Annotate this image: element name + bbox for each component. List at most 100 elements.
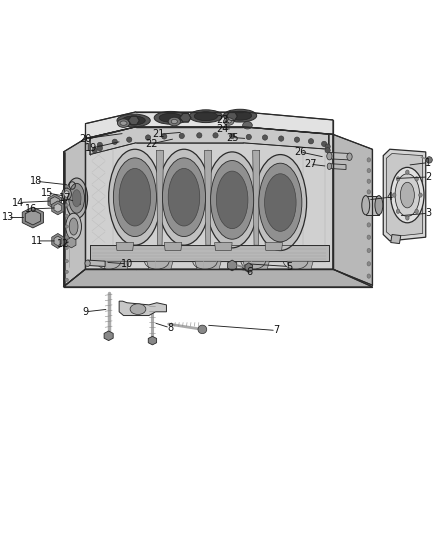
Text: 26: 26 [294, 147, 306, 157]
Text: 16: 16 [25, 204, 38, 214]
Text: 2: 2 [425, 172, 431, 182]
Text: 7: 7 [273, 326, 279, 335]
Ellipse shape [66, 178, 88, 219]
Ellipse shape [69, 183, 85, 213]
Ellipse shape [168, 117, 180, 126]
Ellipse shape [65, 278, 68, 281]
Ellipse shape [65, 185, 68, 188]
Ellipse shape [294, 137, 300, 142]
Ellipse shape [367, 262, 371, 266]
Polygon shape [386, 154, 423, 237]
Ellipse shape [367, 223, 371, 227]
Polygon shape [287, 261, 313, 269]
Polygon shape [85, 112, 333, 139]
Ellipse shape [127, 137, 132, 142]
Text: 15: 15 [41, 188, 53, 198]
Ellipse shape [375, 196, 383, 215]
Ellipse shape [66, 213, 81, 240]
Ellipse shape [72, 190, 81, 207]
Ellipse shape [262, 135, 268, 140]
Text: 12: 12 [57, 239, 70, 249]
Polygon shape [90, 127, 328, 155]
Polygon shape [22, 207, 43, 228]
Ellipse shape [194, 112, 218, 120]
Ellipse shape [396, 177, 400, 181]
Ellipse shape [327, 152, 332, 160]
Polygon shape [148, 336, 157, 345]
Text: 17: 17 [59, 193, 71, 203]
Ellipse shape [419, 193, 422, 197]
Polygon shape [156, 150, 163, 245]
Ellipse shape [216, 171, 248, 229]
Ellipse shape [228, 111, 252, 120]
Polygon shape [228, 260, 237, 271]
Ellipse shape [259, 163, 302, 242]
Ellipse shape [362, 196, 370, 215]
Polygon shape [215, 243, 232, 251]
Ellipse shape [325, 148, 330, 153]
Ellipse shape [197, 133, 202, 138]
Ellipse shape [117, 114, 150, 127]
Ellipse shape [406, 216, 409, 220]
Ellipse shape [367, 168, 371, 173]
Polygon shape [116, 243, 134, 251]
Ellipse shape [198, 325, 207, 334]
Ellipse shape [162, 134, 167, 139]
Text: 4: 4 [387, 192, 393, 202]
Ellipse shape [367, 179, 371, 183]
Ellipse shape [367, 274, 371, 278]
Polygon shape [54, 204, 62, 212]
Polygon shape [329, 164, 346, 169]
Ellipse shape [97, 142, 102, 148]
Text: 18: 18 [30, 176, 42, 186]
Ellipse shape [206, 152, 258, 248]
Ellipse shape [367, 248, 371, 253]
Ellipse shape [65, 236, 68, 239]
Ellipse shape [65, 225, 68, 228]
Ellipse shape [325, 144, 330, 149]
Ellipse shape [130, 304, 146, 314]
Ellipse shape [265, 174, 296, 231]
Ellipse shape [347, 153, 352, 160]
Polygon shape [164, 243, 182, 251]
Ellipse shape [211, 160, 254, 239]
Ellipse shape [415, 177, 418, 181]
Polygon shape [333, 134, 372, 285]
Polygon shape [50, 197, 59, 206]
Ellipse shape [226, 120, 231, 123]
Text: 20: 20 [79, 134, 92, 143]
Polygon shape [245, 263, 253, 272]
Polygon shape [180, 114, 191, 122]
Text: 25: 25 [226, 133, 238, 142]
Text: 19: 19 [85, 143, 97, 153]
Polygon shape [128, 116, 139, 125]
Polygon shape [64, 269, 372, 287]
Polygon shape [195, 261, 221, 269]
Ellipse shape [367, 190, 371, 194]
Ellipse shape [158, 149, 210, 245]
Polygon shape [147, 261, 173, 269]
Polygon shape [391, 235, 401, 244]
Ellipse shape [391, 167, 424, 223]
Text: 1: 1 [425, 158, 431, 167]
Polygon shape [104, 331, 113, 341]
Ellipse shape [117, 119, 130, 127]
Text: 22: 22 [145, 139, 157, 149]
Polygon shape [226, 112, 237, 120]
Ellipse shape [400, 182, 414, 208]
Ellipse shape [85, 260, 90, 266]
Ellipse shape [279, 136, 284, 141]
Polygon shape [25, 210, 40, 225]
Ellipse shape [415, 209, 418, 213]
Polygon shape [243, 261, 269, 269]
Ellipse shape [65, 270, 68, 273]
Text: 3: 3 [425, 208, 431, 218]
Ellipse shape [189, 110, 223, 123]
Text: 13: 13 [2, 213, 14, 222]
Polygon shape [90, 245, 328, 261]
Ellipse shape [327, 163, 332, 169]
Polygon shape [88, 260, 105, 266]
Text: 8: 8 [167, 323, 173, 333]
Ellipse shape [246, 134, 251, 140]
Ellipse shape [65, 193, 68, 196]
